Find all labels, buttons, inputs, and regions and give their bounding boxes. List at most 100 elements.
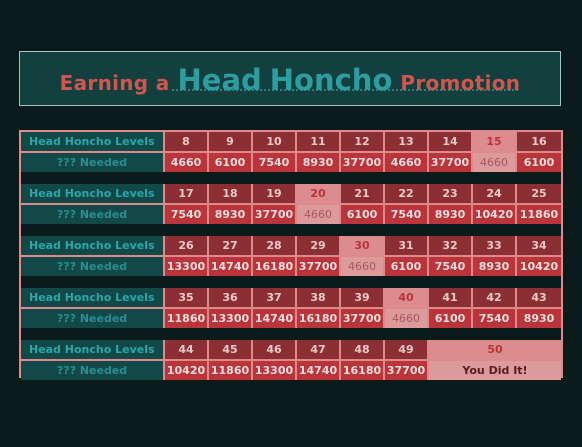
block-separator (21, 276, 561, 288)
level-cell: 45 (209, 340, 253, 359)
level-cell: 35 (165, 288, 209, 307)
needed-row: ??? Needed 10420 11860 13300 14740 16180 37700… (21, 361, 561, 380)
levels-row-label: Head Honcho Levels (21, 340, 165, 359)
needed-amount-cell: 6100 (385, 257, 429, 276)
needed-amount-cell: 10420 (517, 257, 561, 276)
level-cell: 14 (429, 132, 473, 151)
level-cell: 26 (165, 236, 209, 255)
level-cell: 18 (209, 184, 253, 203)
completion-message: You Did It! (429, 361, 561, 380)
level-cell: 28 (253, 236, 297, 255)
level-cell: 11 (297, 132, 341, 151)
level-cell: 8 (165, 132, 209, 151)
needed-amount-cell: 4660 (385, 309, 429, 328)
needed-amount-cell: 7540 (429, 257, 473, 276)
needed-row: ??? Needed 13300 14740 16180 37700 4660 6100 75… (21, 257, 561, 276)
needed-amount-cell: 6100 (429, 309, 473, 328)
needed-amount-cell: 14740 (297, 361, 341, 380)
levels-row: Head Honcho Levels 44 45 46 47 48 49 50 (21, 340, 561, 359)
level-cell: 44 (165, 340, 209, 359)
needed-amount-cell: 8930 (297, 153, 341, 172)
level-cell: 13 (385, 132, 429, 151)
levels-row: Head Honcho Levels 26 27 28 29 30 31 32 33 34 (21, 236, 561, 255)
needed-amount-cell: 37700 (429, 153, 473, 172)
levels-row-label: Head Honcho Levels (21, 288, 165, 307)
level-cell: 38 (297, 288, 341, 307)
needed-amount-cell: 16180 (253, 257, 297, 276)
level-cell: 31 (385, 236, 429, 255)
level-cell: 36 (209, 288, 253, 307)
needed-amount-cell: 4660 (341, 257, 385, 276)
banner-word-honcho: Honcho (269, 63, 393, 97)
final-level-cell: 50 (429, 340, 561, 359)
levels-row: Head Honcho Levels 17 18 19 20 21 22 23 24 25 (21, 184, 561, 203)
banner-dotted-line (172, 86, 518, 91)
needed-amount-cell: 10420 (473, 205, 517, 224)
needed-amount-cell: 8930 (473, 257, 517, 276)
level-cell: 27 (209, 236, 253, 255)
needed-amount-cell: 14740 (209, 257, 253, 276)
level-cell: 10 (253, 132, 297, 151)
levels-row-label: Head Honcho Levels (21, 184, 165, 203)
level-cell: 20 (297, 184, 341, 203)
block-separator (21, 172, 561, 184)
level-cell: 16 (517, 132, 561, 151)
needed-amount-cell: 7540 (385, 205, 429, 224)
needed-amount-cell: 37700 (341, 309, 385, 328)
needed-amount-cell: 4660 (165, 153, 209, 172)
level-cell: 25 (517, 184, 561, 203)
level-cell: 41 (429, 288, 473, 307)
needed-row-label: ??? Needed (21, 153, 165, 172)
level-cell: 30 (341, 236, 385, 255)
level-cell: 48 (341, 340, 385, 359)
needed-amount-cell: 7540 (473, 309, 517, 328)
needed-amount-cell: 16180 (297, 309, 341, 328)
banner-word-head: Head (177, 63, 262, 97)
needed-amount-cell: 8930 (517, 309, 561, 328)
level-cell: 24 (473, 184, 517, 203)
level-cell: 15 (473, 132, 517, 151)
level-cell: 47 (297, 340, 341, 359)
level-cell: 39 (341, 288, 385, 307)
needed-row-label: ??? Needed (21, 309, 165, 328)
level-cell: 17 (165, 184, 209, 203)
level-cell: 29 (297, 236, 341, 255)
level-cell: 46 (253, 340, 297, 359)
needed-amount-cell: 37700 (297, 257, 341, 276)
levels-row: Head Honcho Levels 8 9 10 11 12 13 14 15 16 (21, 132, 561, 151)
needed-amount-cell: 8930 (209, 205, 253, 224)
levels-table: Head Honcho Levels 8 9 10 11 12 13 14 15 16??? Ne… (19, 130, 563, 380)
needed-amount-cell: 11860 (517, 205, 561, 224)
banner-word-promotion: Promotion (400, 71, 521, 95)
banner-word-earning: Earning a (59, 71, 170, 95)
block-separator (21, 328, 561, 340)
level-cell: 37 (253, 288, 297, 307)
needed-amount-cell: 14740 (253, 309, 297, 328)
level-cell: 21 (341, 184, 385, 203)
needed-amount-cell: 4660 (297, 205, 341, 224)
level-cell: 49 (385, 340, 429, 359)
title-banner: Earning a Head Honcho Promotion (19, 51, 561, 106)
needed-amount-cell: 11860 (209, 361, 253, 380)
block-separator (21, 224, 561, 236)
needed-amount-cell: 13300 (253, 361, 297, 380)
needed-amount-cell: 37700 (341, 153, 385, 172)
needed-row: ??? Needed 11860 13300 14740 16180 37700 4660 6… (21, 309, 561, 328)
levels-row: Head Honcho Levels 35 36 37 38 39 40 41 42 43 (21, 288, 561, 307)
level-cell: 34 (517, 236, 561, 255)
needed-amount-cell: 13300 (209, 309, 253, 328)
needed-amount-cell: 10420 (165, 361, 209, 380)
needed-row: ??? Needed 4660 6100 7540 8930 37700 4660 37700… (21, 153, 561, 172)
level-cell: 9 (209, 132, 253, 151)
level-cell: 12 (341, 132, 385, 151)
needed-amount-cell: 7540 (165, 205, 209, 224)
needed-amount-cell: 37700 (385, 361, 429, 380)
level-cell: 33 (473, 236, 517, 255)
needed-amount-cell: 37700 (253, 205, 297, 224)
level-cell: 23 (429, 184, 473, 203)
needed-amount-cell: 4660 (385, 153, 429, 172)
needed-amount-cell: 4660 (473, 153, 517, 172)
needed-amount-cell: 8930 (429, 205, 473, 224)
needed-amount-cell: 7540 (253, 153, 297, 172)
level-cell: 40 (385, 288, 429, 307)
